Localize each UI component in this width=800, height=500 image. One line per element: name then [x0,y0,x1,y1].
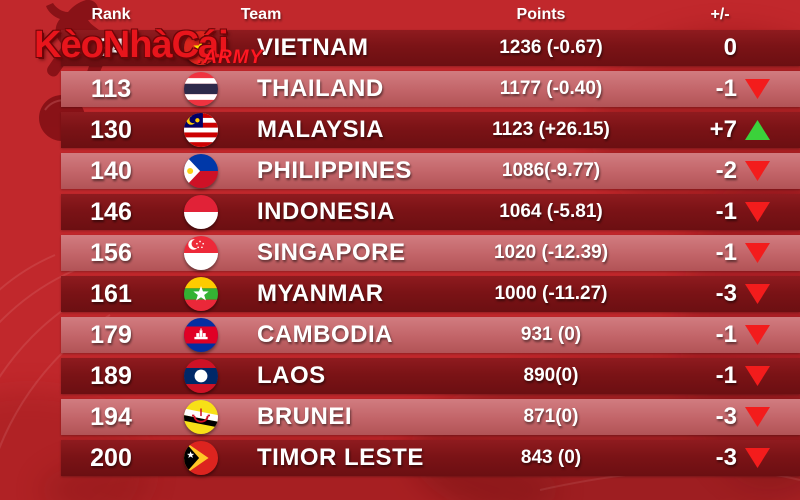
points-value: 890(0) [523,365,579,386]
rank-down-icon [745,325,770,345]
flag-thailand-icon [184,72,218,106]
team-name: INDONESIA [257,198,395,225]
team-name: VIETNAM [257,34,369,61]
points-value: 1020 (-12.39) [493,242,609,263]
team-name: LAOS [257,362,326,389]
rank-down-icon [745,407,770,427]
flag-vietnam-icon [184,31,218,65]
rank-value: 156 [90,238,132,267]
flag-philippines-icon [184,154,218,188]
change-value: 0 [723,34,737,61]
points-value: 1123 (+26.15) [492,119,610,140]
team-name: SINGAPORE [257,239,406,266]
flag-laos-icon [184,359,218,393]
table-row-malaysia: 130 MALAYSIA 1123 (+26.15) +7 [61,112,800,148]
change-value: -1 [715,362,737,389]
team-name: TIMOR LESTE [257,444,424,471]
flag-cambodia-icon [184,318,218,352]
rank-down-icon [745,448,770,468]
change-value: -3 [715,280,737,307]
rank-value: 146 [90,197,132,226]
rank-value: 200 [90,443,132,472]
points-value: 1086(-9.77) [501,160,601,181]
team-name: PHILIPPINES [257,157,412,184]
column-header-team: Team [240,6,282,23]
table-row-laos: 189 LAOS 890(0) -1 [61,358,800,394]
rank-value: 179 [90,320,132,349]
table-row-singapore: 156 SINGAPORE 1020 (-12.39) -1 [61,235,800,271]
change-value: -1 [715,239,737,266]
rank-value: 161 [90,279,132,308]
points-value: 1064 (-5.81) [499,201,603,222]
rank-value: 130 [90,115,132,144]
points-value: 931 (0) [520,324,582,345]
change-value: -1 [715,321,737,348]
rank-down-icon [745,202,770,222]
table-row-indonesia: 146 INDONESIA 1064 (-5.81) -1 [61,194,800,230]
team-name: MYANMAR [257,280,384,307]
table-row-vietnam: 94 VIETNAM 1236 (-0.67) 0 [61,30,800,66]
rank-value: 194 [90,402,132,431]
ranking-rows: 94 VIETNAM 1236 (-0.67) 0 113 THAILAND 1… [61,30,800,481]
change-value: -3 [715,403,737,430]
change-value: -1 [715,198,737,225]
points-value: 1000 (-11.27) [494,283,608,304]
column-header-change: +/- [710,6,730,23]
team-name: MALAYSIA [257,116,385,143]
column-header-rank: Rank [91,6,131,23]
points-value: 843 (0) [520,447,582,468]
table-row-myanmar: 161 MYANMAR 1000 (-11.27) -3 [61,276,800,312]
rank-value: 94 [97,33,125,62]
flag-myanmar-icon [184,277,218,311]
points-value: 871(0) [523,406,579,427]
change-value: -2 [715,157,737,184]
points-value: 1236 (-0.67) [499,37,603,58]
rank-value: 189 [90,361,132,390]
rank-down-icon [745,79,770,99]
rank-down-icon [745,284,770,304]
team-name: CAMBODIA [257,321,393,348]
flag-indonesia-icon [184,195,218,229]
table-row-thailand: 113 THAILAND 1177 (-0.40) -1 [61,71,800,107]
rank-value: 113 [90,74,132,103]
flag-malaysia-icon [184,113,218,147]
team-name: BRUNEI [257,403,353,430]
rank-down-icon [745,243,770,263]
table-row-philippines: 140 PHILIPPINES 1086(-9.77) -2 [61,153,800,189]
table-row-timor-leste: 200 TIMOR LESTE 843 (0) -3 [61,440,800,476]
points-value: 1177 (-0.40) [499,78,603,99]
table-row-cambodia: 179 CAMBODIA 931 (0) -1 [61,317,800,353]
table-row-brunei: 194 BRUNEI 871(0) -3 [61,399,800,435]
column-header-points: Points [516,6,566,23]
change-value: -1 [715,75,737,102]
change-value: +7 [709,116,737,143]
rank-down-icon [745,366,770,386]
change-value: -3 [715,444,737,471]
flag-singapore-icon [184,236,218,270]
rank-value: 140 [90,156,132,185]
flag-brunei-icon [184,400,218,434]
rank-up-icon [745,120,770,140]
flag-timor-leste-icon [184,441,218,475]
team-name: THAILAND [257,75,384,102]
rank-down-icon [745,161,770,181]
